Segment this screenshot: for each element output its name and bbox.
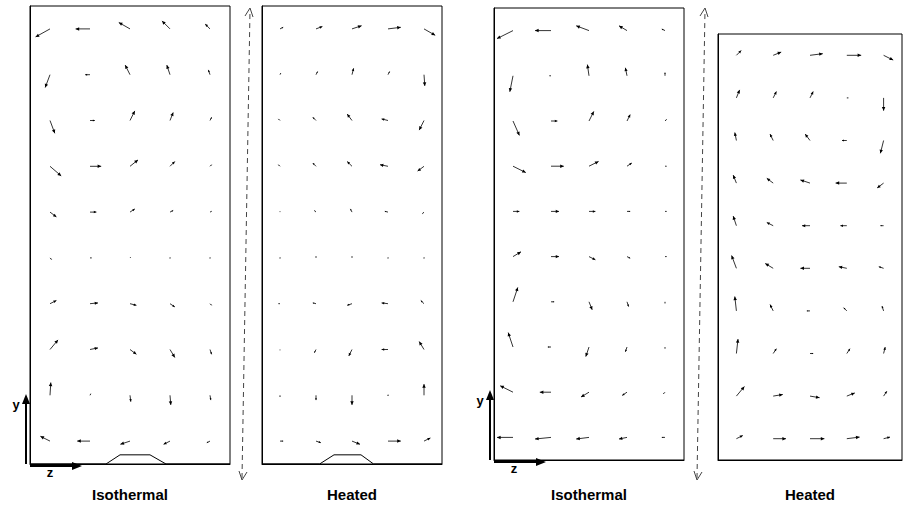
svg-text:y: y [476, 393, 484, 408]
svg-text:y: y [12, 397, 20, 412]
svg-text:Heated: Heated [327, 486, 377, 503]
svg-text:z: z [47, 465, 54, 480]
svg-text:Heated: Heated [785, 486, 835, 503]
svg-text:z: z [511, 461, 518, 476]
svg-text:Isothermal: Isothermal [92, 486, 168, 503]
svg-text:Isothermal: Isothermal [551, 486, 627, 503]
